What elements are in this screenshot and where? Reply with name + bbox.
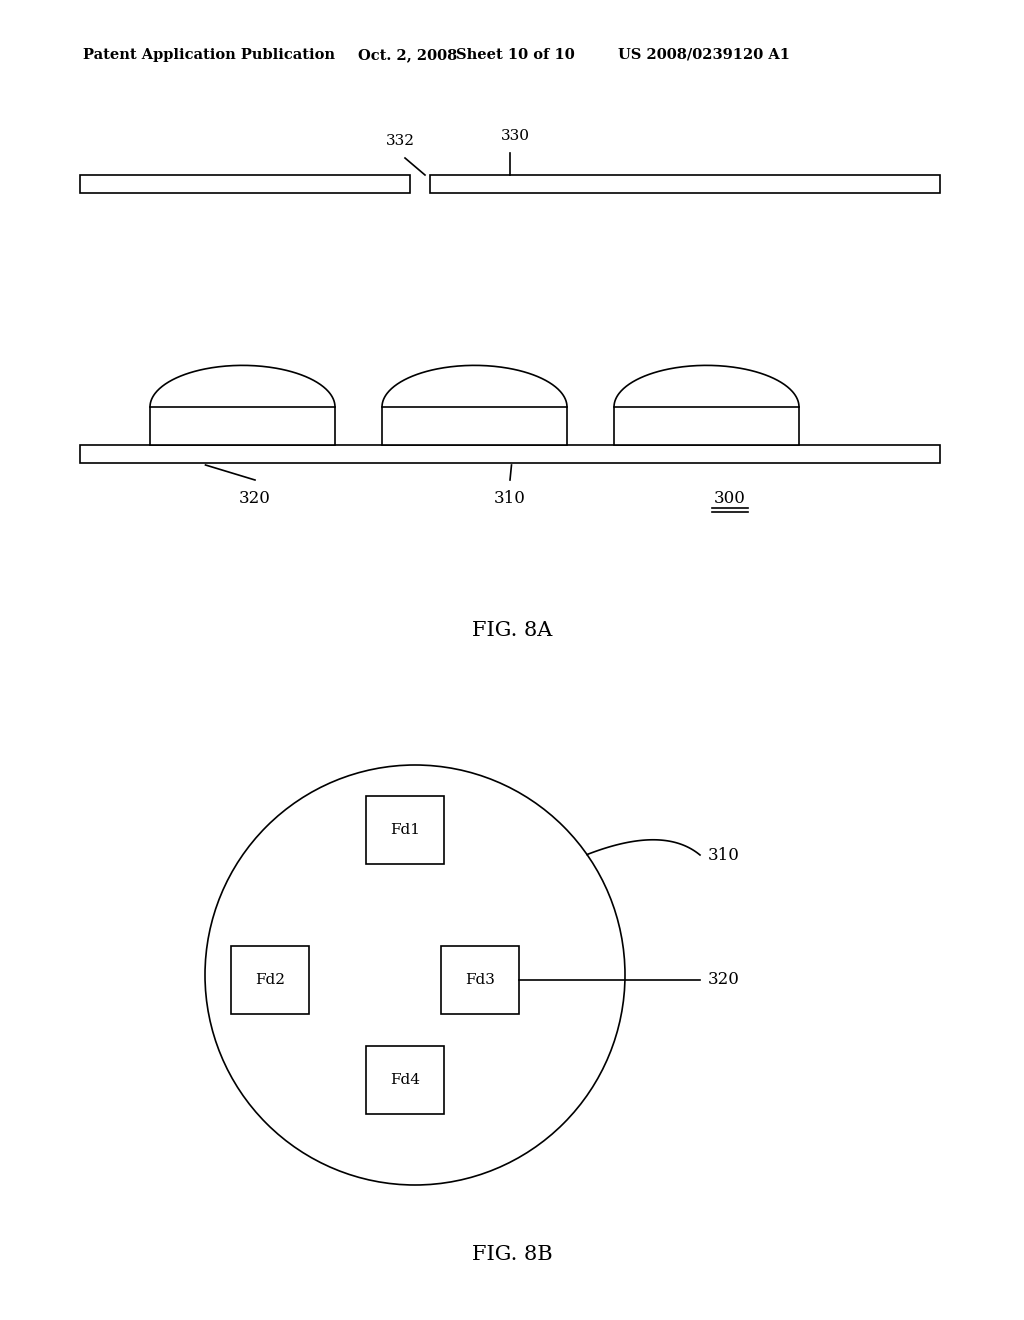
Circle shape [205, 766, 625, 1185]
Text: Fd2: Fd2 [255, 973, 285, 987]
Bar [150, 407, 335, 445]
Text: 320: 320 [708, 972, 740, 989]
Text: 320: 320 [239, 490, 271, 507]
Text: Fd1: Fd1 [390, 822, 420, 837]
Bar [614, 407, 799, 445]
Text: 330: 330 [501, 129, 529, 143]
Bar [80, 445, 940, 463]
Text: Sheet 10 of 10: Sheet 10 of 10 [456, 48, 574, 62]
Bar [441, 946, 519, 1014]
Bar [382, 407, 567, 445]
Text: 310: 310 [494, 490, 526, 507]
Bar [80, 176, 410, 193]
Bar [366, 1045, 444, 1114]
Text: Patent Application Publication: Patent Application Publication [83, 48, 335, 62]
Text: Fd3: Fd3 [465, 973, 495, 987]
Text: 310: 310 [708, 846, 740, 863]
Text: US 2008/0239120 A1: US 2008/0239120 A1 [618, 48, 790, 62]
Text: FIG. 8A: FIG. 8A [472, 620, 552, 639]
Text: FIG. 8B: FIG. 8B [472, 1246, 552, 1265]
Text: 300: 300 [714, 490, 745, 507]
Text: 332: 332 [385, 135, 415, 148]
Bar [430, 176, 940, 193]
Bar [366, 796, 444, 865]
Text: Oct. 2, 2008: Oct. 2, 2008 [358, 48, 458, 62]
Bar [231, 946, 309, 1014]
Text: Fd4: Fd4 [390, 1073, 420, 1086]
